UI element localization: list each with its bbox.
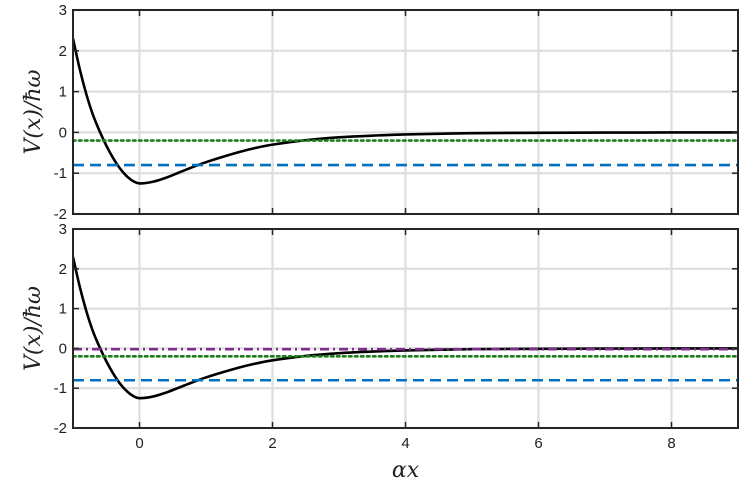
y-axis-label: V(x)/ħω: [21, 286, 46, 371]
y-tick-label: -1: [54, 380, 67, 397]
y-axis-label: V(x)/ħω: [21, 69, 46, 154]
x-tick-label: 0: [135, 435, 143, 452]
y-tick-label: -2: [54, 206, 67, 223]
y-tick-label: 2: [59, 43, 67, 60]
x-tick-label: 8: [667, 435, 675, 452]
y-tick-label: 3: [59, 221, 67, 238]
axes-2: -2 -1 0 1 2 3 0 2 4 6 8 V(x)/ħω αx: [21, 221, 739, 483]
x-tick-label: 4: [401, 435, 409, 452]
y-tick-label: 0: [59, 340, 67, 357]
x-axis-label: αx: [392, 458, 420, 483]
y-tick-label: -1: [54, 165, 67, 182]
y-tick-label: 2: [59, 261, 67, 278]
y-tick-label: -2: [54, 420, 67, 437]
y-tick-label: 3: [59, 2, 67, 19]
x-tick-label: 2: [268, 435, 276, 452]
x-tick-label: 6: [534, 435, 542, 452]
y-tick-label: 1: [59, 84, 67, 101]
y-tick-label: 1: [59, 301, 67, 318]
y-tick-label: 0: [59, 124, 67, 141]
axes-1: -2 -1 0 1 2 3 V(x)/ħω: [21, 2, 739, 223]
